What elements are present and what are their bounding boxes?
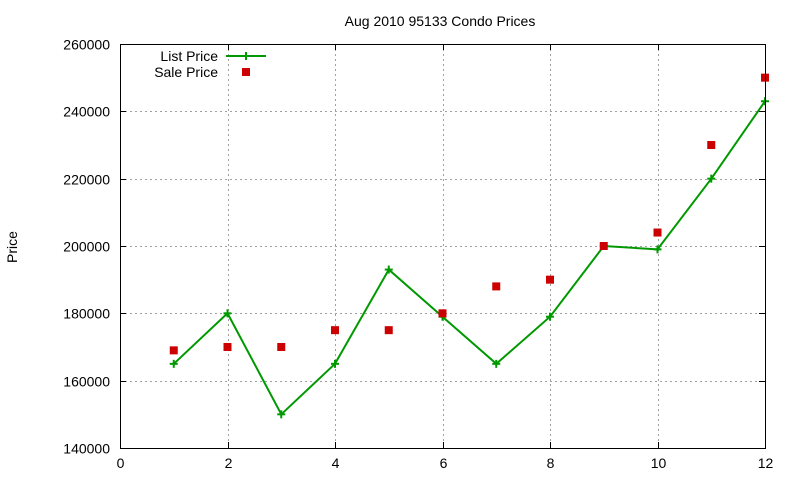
x-tick-label: 8 [547, 455, 555, 471]
x-tick-label: 10 [651, 455, 667, 471]
sale-price-point [492, 282, 501, 291]
x-tick-label: 2 [225, 455, 233, 471]
list-price-point [242, 52, 250, 60]
y-tick-label: 180000 [63, 306, 110, 322]
list-price-point [277, 410, 286, 419]
sale-price-point [331, 326, 339, 335]
sale-price-point [169, 346, 178, 355]
x-tick-label: 4 [332, 455, 340, 471]
list-price-point [492, 359, 501, 368]
y-axis-label: Price [4, 231, 20, 263]
grid-lines [120, 44, 765, 448]
list-price-line [173, 100, 766, 416]
sale-price-point [242, 68, 250, 76]
sale-price-point [707, 141, 716, 149]
list-price-point [707, 174, 716, 183]
sale-price-point [438, 309, 447, 318]
y-tick-label: 260000 [63, 37, 110, 53]
list-price-point [331, 359, 339, 368]
y-tick-label: 240000 [63, 104, 110, 120]
list-price-point [223, 309, 232, 318]
sale-price-point [223, 343, 232, 351]
sale-price-point [384, 326, 393, 335]
x-tick-label: 0 [117, 455, 125, 471]
sale-price-point [599, 242, 608, 250]
y-tick-label: 200000 [63, 239, 110, 255]
x-tick-label: 12 [758, 455, 774, 471]
list-price-point [169, 359, 178, 368]
list-price-series [169, 97, 769, 419]
legend-label: Sale Price [154, 64, 218, 80]
legend-label: List Price [160, 48, 218, 64]
y-tick-label: 220000 [63, 172, 110, 188]
series-layer [169, 73, 769, 419]
list-price-point [653, 245, 662, 254]
x-tick-label: 6 [440, 455, 448, 471]
sale-price-point [277, 343, 286, 351]
list-price-point [384, 265, 393, 274]
chart-title: Aug 2010 95133 Condo Prices [345, 13, 536, 29]
sale-price-point [546, 275, 554, 284]
sale-price-point [653, 228, 662, 237]
y-tick-label: 160000 [63, 374, 110, 390]
y-tick-label: 140000 [63, 441, 110, 457]
sale-price-series [169, 73, 769, 355]
axis-ticks: 140000 160000 180000 200000 220000 240000 2600… [63, 37, 773, 472]
list-price-point [546, 312, 554, 321]
